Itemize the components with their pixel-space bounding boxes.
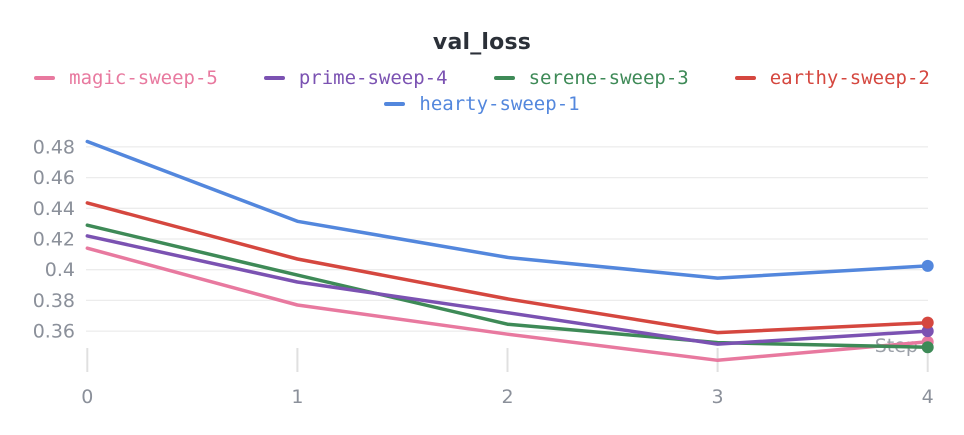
y-tick-label: 0.42	[33, 229, 75, 251]
y-tick-label: 0.48	[33, 136, 75, 158]
legend-swatch-icon	[734, 76, 756, 80]
series-line-magic-sweep-5[interactable]	[85, 246, 930, 363]
legend-row-1: magic-sweep-5 prime-sweep-4 serene-sweep…	[0, 65, 964, 91]
legend: magic-sweep-5 prime-sweep-4 serene-sweep…	[0, 65, 964, 117]
x-tick-label: 3	[712, 386, 724, 408]
series-line-prime-sweep-4[interactable]	[85, 234, 930, 346]
legend-item-serene-sweep-3[interactable]: serene-sweep-3	[493, 65, 689, 91]
legend-item-prime-sweep-4[interactable]: prime-sweep-4	[263, 65, 448, 91]
chart-title: val_loss	[432, 30, 532, 55]
series-line-hearty-sweep-1[interactable]	[85, 139, 930, 280]
series-endpoint-serene-sweep-3	[921, 341, 934, 354]
legend-swatch-icon	[34, 76, 56, 80]
y-tick-label: 0.38	[33, 290, 75, 312]
legend-label: serene-sweep-3	[528, 67, 689, 89]
legend-label: hearty-sweep-1	[419, 93, 580, 115]
y-tick-label: 0.46	[33, 167, 75, 189]
series-line-serene-sweep-3[interactable]	[85, 223, 930, 349]
legend-label: earthy-sweep-2	[769, 67, 930, 89]
x-tick-label: 0	[81, 386, 93, 408]
series-endpoint-prime-sweep-4	[921, 325, 934, 338]
y-tick-label: 0.36	[33, 321, 75, 343]
legend-swatch-icon	[263, 76, 285, 80]
x-tick-label: 1	[291, 386, 303, 408]
legend-row-2: hearty-sweep-1	[0, 91, 964, 117]
legend-label: magic-sweep-5	[69, 67, 218, 89]
series-endpoint-earthy-sweep-2	[921, 316, 934, 329]
series-endpoint-hearty-sweep-1	[921, 259, 934, 272]
y-tick-label: 0.4	[45, 259, 75, 281]
x-tick-label: 2	[501, 386, 513, 408]
y-tick-label: 0.44	[33, 198, 75, 220]
legend-label: prime-sweep-4	[298, 67, 448, 89]
x-tick-label: 4	[922, 386, 934, 408]
series-line-earthy-sweep-2[interactable]	[85, 201, 930, 335]
legend-swatch-icon	[493, 76, 515, 80]
legend-item-hearty-sweep-1[interactable]: hearty-sweep-1	[384, 91, 580, 117]
legend-item-magic-sweep-5[interactable]: magic-sweep-5	[34, 65, 218, 91]
legend-swatch-icon	[384, 102, 406, 106]
legend-item-earthy-sweep-2[interactable]: earthy-sweep-2	[734, 65, 930, 91]
